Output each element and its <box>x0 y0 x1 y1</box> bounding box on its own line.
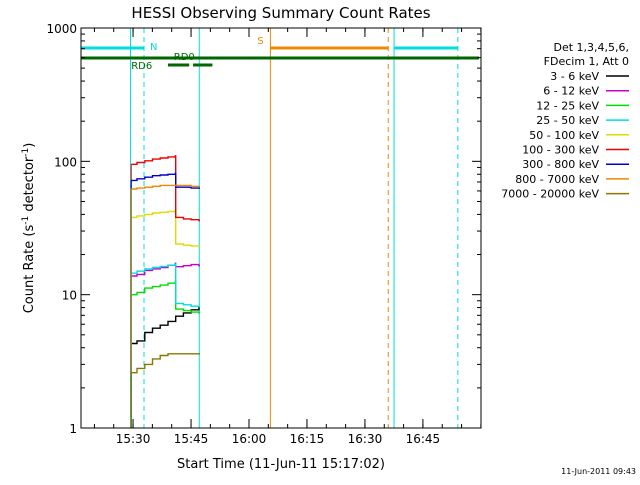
y-tick-label: 1 <box>69 422 77 436</box>
series-line <box>131 184 200 190</box>
y-axis-label-part2: detector <box>22 156 37 216</box>
legend-label: 12 - 25 keV <box>536 99 599 112</box>
legend-label: 6 - 12 keV <box>543 85 599 98</box>
x-tick-label: 16:00 <box>232 432 267 446</box>
series-layer <box>130 155 200 428</box>
legend-label: 100 - 300 keV <box>522 144 599 157</box>
legend-header: FDecim 1, Att 0 <box>544 55 629 68</box>
y-tick-label: 10 <box>62 289 77 303</box>
flag-label: RD0 <box>174 52 195 63</box>
legend-label: 7000 - 20000 keV <box>501 188 599 201</box>
legend-label: 800 - 7000 keV <box>515 173 599 186</box>
x-tick-label: 15:30 <box>116 432 151 446</box>
legend-label: 50 - 100 keV <box>529 129 599 142</box>
x-tick-label: 16:45 <box>406 432 441 446</box>
y-axis-label-part3: ) <box>22 143 37 148</box>
y-axis-label: Count Rate (s-1 detector-1) <box>21 143 37 314</box>
timestamp: 11-Jun-2011 09:43 <box>561 467 636 476</box>
series-line <box>131 262 200 277</box>
series-line <box>131 155 200 222</box>
x-tick-label: 16:30 <box>348 432 383 446</box>
flag-label: S <box>257 36 263 47</box>
plot-frame <box>80 27 482 429</box>
axes-layer: 15:30 15:45 16:00 16:15 16:30 16:45 1 10 100 1000 <box>46 22 482 446</box>
series-line <box>131 306 200 345</box>
series-line <box>131 172 200 189</box>
legend-label: 3 - 6 keV <box>550 70 599 83</box>
legend-header: Det 1,3,4,5,6, <box>553 41 629 54</box>
y-tick-label: 1000 <box>46 22 77 36</box>
series-line <box>131 280 200 314</box>
series-line <box>131 209 200 248</box>
flag-label: N <box>150 42 157 53</box>
y-tick-label: 100 <box>54 155 77 169</box>
legend-label: 25 - 50 keV <box>536 114 599 127</box>
flag-label: RD6 <box>131 61 152 72</box>
x-tick-label: 15:45 <box>174 432 209 446</box>
y-axis-label-sup2: -1 <box>21 148 31 157</box>
legend-label: 300 - 800 keV <box>522 158 599 171</box>
legend: Det 1,3,4,5,6,FDecim 1, Att 0 3 - 6 keV 6 … <box>501 41 629 201</box>
series-line <box>131 353 200 374</box>
y-axis-label-sup1: -1 <box>21 216 31 225</box>
flags-layer: N S RD0 RD6 <box>81 36 480 72</box>
y-axis-label-part1: Count Rate (s <box>22 225 37 314</box>
chart-title: HESSI Observing Summary Count Rates <box>131 4 430 22</box>
series-line <box>131 263 200 308</box>
x-axis-label: Start Time (11-Jun-11 15:17:02) <box>177 457 385 472</box>
markers-layer <box>129 28 459 428</box>
x-tick-label: 16:15 <box>290 432 325 446</box>
